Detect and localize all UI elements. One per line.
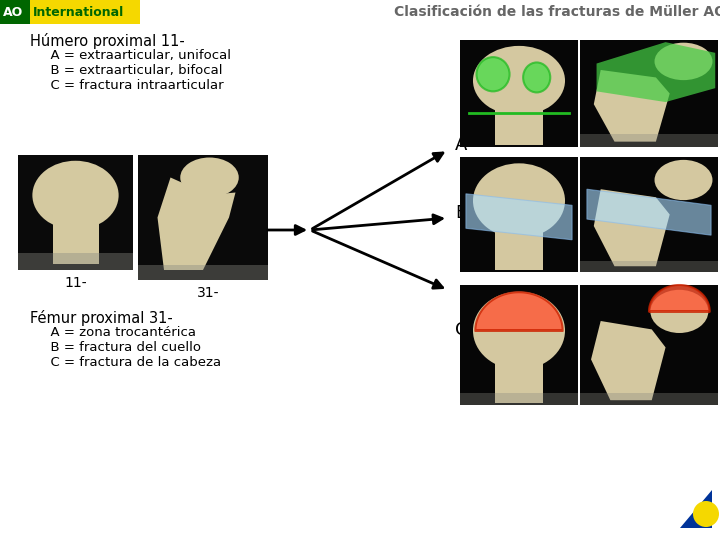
- Ellipse shape: [477, 57, 510, 91]
- Ellipse shape: [32, 161, 119, 230]
- Polygon shape: [597, 42, 715, 102]
- FancyBboxPatch shape: [18, 253, 133, 270]
- Text: AO: AO: [3, 5, 23, 18]
- Text: Fémur proximal 31-: Fémur proximal 31-: [30, 310, 173, 326]
- Text: B = fractura del cuello: B = fractura del cuello: [42, 341, 201, 354]
- FancyBboxPatch shape: [580, 40, 718, 147]
- FancyBboxPatch shape: [580, 157, 718, 272]
- FancyBboxPatch shape: [30, 0, 140, 24]
- FancyBboxPatch shape: [0, 0, 30, 24]
- Polygon shape: [587, 189, 711, 235]
- FancyBboxPatch shape: [495, 100, 543, 145]
- Text: A = extraarticular, unifocal: A = extraarticular, unifocal: [42, 49, 231, 62]
- Polygon shape: [594, 189, 670, 266]
- FancyBboxPatch shape: [460, 40, 578, 147]
- Ellipse shape: [180, 158, 239, 198]
- Polygon shape: [649, 285, 710, 312]
- Ellipse shape: [654, 160, 713, 200]
- Text: A = zona trocantérica: A = zona trocantérica: [42, 326, 196, 339]
- FancyBboxPatch shape: [460, 157, 578, 272]
- FancyBboxPatch shape: [18, 155, 133, 270]
- Text: C = fractura de la cabeza: C = fractura de la cabeza: [42, 356, 221, 369]
- Polygon shape: [158, 178, 235, 270]
- Polygon shape: [475, 292, 562, 330]
- Text: Húmero proximal 11-: Húmero proximal 11-: [30, 33, 185, 49]
- FancyBboxPatch shape: [138, 155, 268, 280]
- Text: 31-: 31-: [197, 286, 220, 300]
- Text: C: C: [455, 321, 467, 339]
- FancyBboxPatch shape: [460, 285, 578, 405]
- Polygon shape: [466, 194, 572, 240]
- Text: C = fractura intraarticular: C = fractura intraarticular: [42, 79, 224, 92]
- FancyBboxPatch shape: [580, 260, 718, 272]
- Polygon shape: [591, 321, 665, 400]
- Ellipse shape: [473, 46, 565, 116]
- Circle shape: [693, 501, 719, 527]
- Text: A: A: [455, 136, 467, 154]
- FancyBboxPatch shape: [53, 213, 99, 264]
- Text: B = extraarticular, bifocal: B = extraarticular, bifocal: [42, 64, 222, 77]
- Polygon shape: [594, 70, 670, 141]
- Ellipse shape: [654, 43, 713, 80]
- FancyBboxPatch shape: [580, 393, 718, 405]
- FancyBboxPatch shape: [495, 352, 543, 403]
- Ellipse shape: [650, 290, 708, 333]
- FancyBboxPatch shape: [460, 393, 578, 405]
- Text: B: B: [455, 204, 467, 222]
- Polygon shape: [680, 490, 712, 528]
- Ellipse shape: [473, 163, 565, 238]
- FancyBboxPatch shape: [138, 265, 268, 280]
- Text: Clasificación de las fracturas de Müller AO: Clasificación de las fracturas de Müller…: [394, 5, 720, 19]
- FancyBboxPatch shape: [580, 134, 718, 147]
- FancyBboxPatch shape: [495, 221, 543, 269]
- Ellipse shape: [523, 63, 550, 92]
- Text: International: International: [33, 5, 125, 18]
- FancyBboxPatch shape: [580, 285, 718, 405]
- Text: 11-: 11-: [64, 276, 87, 290]
- Ellipse shape: [473, 292, 565, 369]
